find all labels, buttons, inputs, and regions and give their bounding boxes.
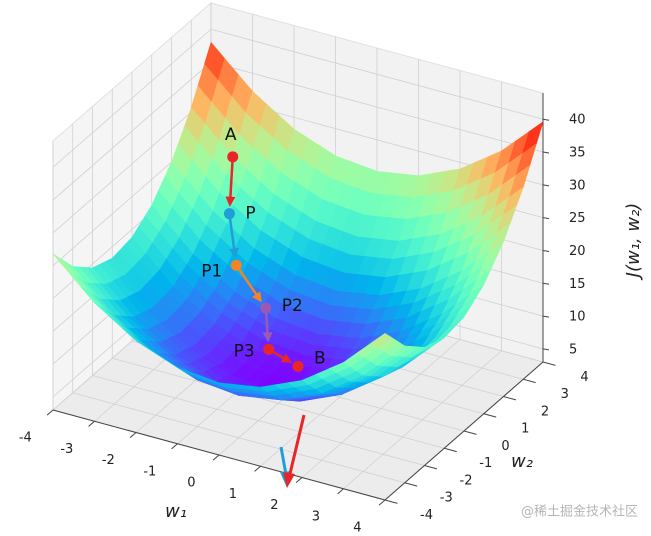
y-tick-label: 1	[521, 422, 529, 437]
step-arrow	[228, 213, 236, 253]
point-label: P1	[201, 261, 222, 281]
y-tick	[483, 413, 497, 418]
z-tick-label: 20	[569, 244, 586, 259]
point-label: P2	[282, 296, 303, 316]
gradient-arrows	[279, 414, 306, 488]
point	[263, 343, 275, 355]
point	[227, 151, 239, 163]
point-label: B	[314, 348, 326, 368]
point-label: P	[245, 204, 255, 224]
x-tick-label: -1	[143, 464, 156, 479]
grid-line	[92, 375, 425, 466]
z-tick	[542, 348, 550, 351]
x-tick	[171, 443, 178, 450]
y-axis	[384, 361, 544, 501]
z-tick-label: 15	[569, 277, 586, 292]
point	[260, 302, 272, 314]
arrow-head	[225, 196, 236, 207]
y-tick	[523, 378, 536, 384]
y-tick	[404, 482, 418, 487]
z-tick-label: 30	[569, 178, 586, 193]
y-axis-label: w₂	[511, 451, 533, 472]
y-tick	[384, 499, 398, 504]
arrow-head	[229, 247, 240, 259]
x-tick-label: -3	[60, 442, 73, 457]
grid-line	[210, 28, 544, 120]
x-tick-label: 3	[312, 509, 320, 524]
step-arrow	[235, 264, 260, 299]
x-tick	[212, 454, 220, 461]
z-tick	[542, 249, 550, 252]
arrow-head	[280, 353, 292, 363]
x-tick-label: 1	[229, 487, 237, 502]
point	[292, 360, 304, 372]
x-tick	[254, 465, 261, 472]
point-label: P3	[234, 341, 255, 361]
z-tick-label: 25	[569, 211, 586, 226]
gradient-arrow	[287, 414, 306, 479]
z-axis-label: J(w₁, w₂)	[623, 203, 644, 281]
y-tick	[424, 465, 438, 470]
z-tick	[542, 282, 550, 285]
x-tick-label: -2	[102, 453, 115, 468]
x-tick-label: -4	[19, 431, 32, 446]
arrow-head	[283, 472, 295, 488]
z-tick-label: 5	[569, 342, 577, 357]
arrow-head	[252, 291, 262, 303]
z-tick	[542, 151, 550, 154]
grid-line	[112, 357, 445, 449]
ticks: -4-3-2-101234-4-3-2-10123451015202530354…	[19, 93, 589, 536]
y-tick-label: 3	[561, 387, 569, 402]
surface-patch	[370, 332, 393, 348]
y-tick	[542, 361, 556, 366]
z-tick-label: 35	[569, 146, 586, 161]
y-tick-label: 0	[501, 439, 509, 454]
y-tick	[463, 430, 477, 435]
point	[230, 259, 242, 271]
y-tick-label: -3	[440, 491, 453, 506]
y-tick-label: -2	[460, 473, 473, 488]
arrow-head	[262, 332, 273, 343]
point-label: A	[225, 125, 237, 145]
point	[223, 208, 235, 220]
y-tick-label: -4	[420, 508, 433, 523]
y-tick-label: -1	[479, 456, 492, 471]
x-tick-label: 0	[187, 476, 195, 491]
descent-path: A P P1 P2 P3 B	[201, 125, 326, 372]
x-tick	[88, 420, 95, 427]
grid-line	[52, 28, 212, 168]
grid-line	[52, 94, 212, 234]
surface	[52, 41, 544, 402]
x-tick	[295, 477, 303, 484]
y-tick-label: 2	[541, 404, 549, 419]
grid-line	[210, 61, 544, 153]
z-tick-label: 40	[569, 113, 586, 128]
x-tick-label: 4	[353, 521, 361, 536]
z-tick	[542, 217, 550, 220]
z-tick	[542, 184, 550, 187]
x-tick	[337, 488, 344, 495]
step-arrow	[228, 156, 234, 201]
x-axis	[52, 409, 386, 501]
y-tick	[444, 447, 457, 453]
x-tick	[46, 409, 54, 416]
watermark: @稀土掘金技术社区	[521, 504, 638, 520]
z-tick	[542, 315, 550, 318]
x-tick-label: 2	[270, 498, 278, 513]
grid-line	[52, 61, 212, 201]
x-tick	[378, 499, 386, 506]
y-tick	[503, 396, 517, 401]
z-tick	[542, 118, 550, 121]
x-tick	[129, 432, 137, 439]
y-tick-label: 4	[580, 370, 588, 385]
z-tick-label: 10	[569, 310, 586, 325]
grid-line	[72, 392, 405, 484]
x-axis-label: w₁	[165, 501, 187, 522]
